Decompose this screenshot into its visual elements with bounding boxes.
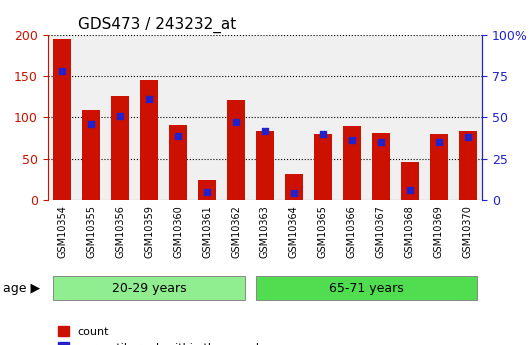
Bar: [343, 126, 360, 200]
Point: [377, 139, 385, 145]
Text: age ▶: age ▶: [3, 282, 40, 295]
Bar: [227, 100, 245, 200]
Text: GDS473 / 243232_at: GDS473 / 243232_at: [78, 17, 236, 33]
Point: [174, 133, 182, 138]
Bar: [372, 133, 390, 200]
Bar: [170, 125, 187, 200]
Point: [348, 138, 356, 143]
Bar: [314, 134, 332, 200]
Point: [87, 121, 95, 127]
Bar: [140, 80, 158, 200]
Bar: [459, 131, 476, 200]
Point: [319, 131, 327, 137]
Point: [290, 191, 298, 196]
Bar: [257, 130, 273, 200]
Point: [261, 128, 269, 133]
Text: 20-29 years: 20-29 years: [112, 282, 187, 295]
Point: [232, 119, 240, 125]
Text: 65-71 years: 65-71 years: [329, 282, 404, 295]
Point: [435, 139, 443, 145]
Bar: [83, 110, 100, 200]
Bar: [54, 39, 71, 200]
Bar: [198, 180, 216, 200]
Legend: count, percentile rank within the sample: count, percentile rank within the sample: [53, 322, 270, 345]
Bar: [430, 134, 447, 200]
Bar: [111, 96, 129, 200]
Point: [58, 68, 66, 74]
Bar: [285, 175, 303, 200]
Point: [145, 96, 153, 102]
Point: [203, 189, 211, 195]
Point: [405, 187, 414, 193]
Point: [464, 135, 472, 140]
Bar: [401, 162, 419, 200]
Point: [116, 113, 125, 118]
